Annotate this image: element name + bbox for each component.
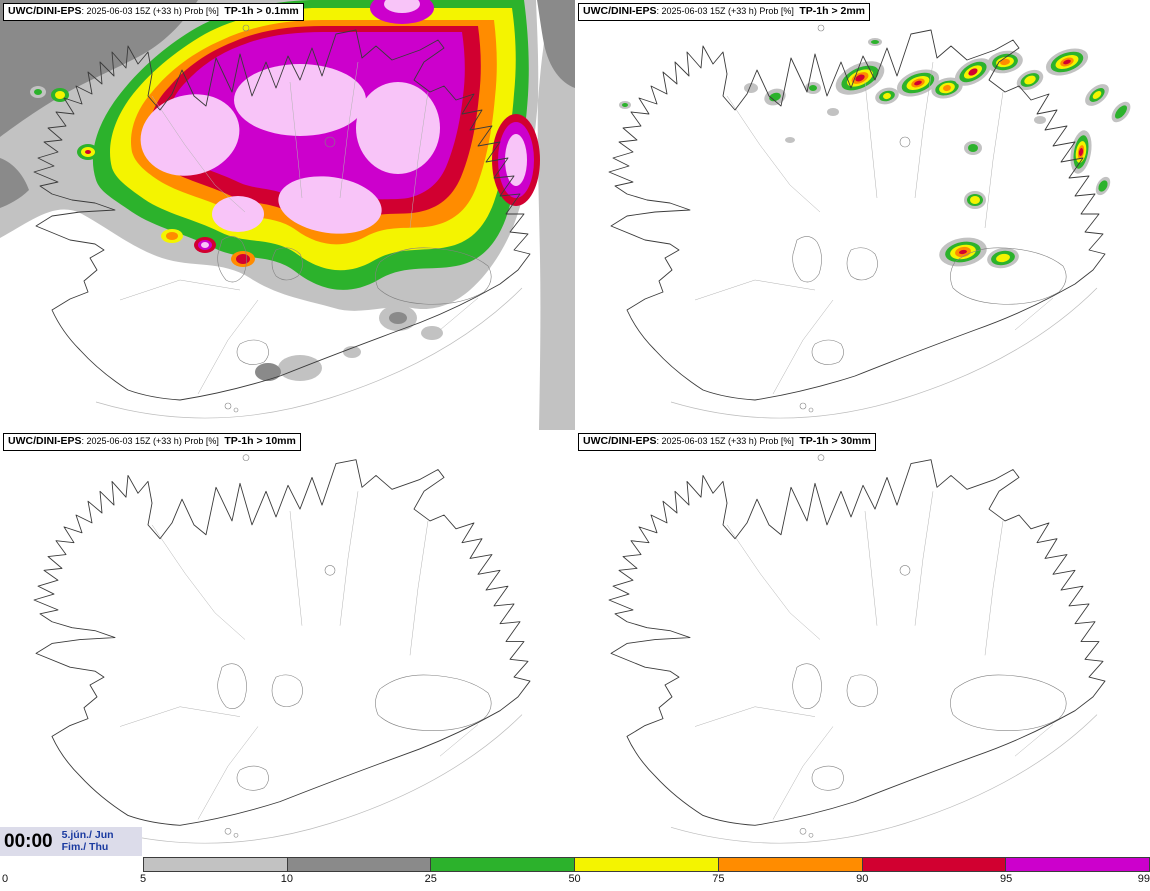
panel-title: UWC/DINI-EPS: 2025-06-03 15Z (+33 h) Pro…	[578, 3, 871, 21]
valid-time-box: 00:00 5.jún./ Jun Fim./ Thu	[0, 827, 142, 856]
panel-prob-2mm: UWC/DINI-EPS: 2025-06-03 15Z (+33 h) Pro…	[575, 0, 1150, 430]
iceland-coastline	[33, 454, 531, 844]
precip-spot	[505, 134, 527, 186]
precip-spot	[1063, 59, 1071, 65]
colorbar-segment	[286, 857, 432, 872]
colorbar-tick: 50	[568, 873, 581, 885]
threshold-label: TP-1h > 0.1mm	[224, 5, 299, 17]
precip-spot	[34, 89, 42, 95]
precip-spot	[343, 346, 361, 358]
precip-spot	[855, 74, 865, 82]
precip-spot	[883, 92, 891, 100]
model-name: UWC/DINI-EPS	[8, 435, 82, 447]
precip-spot	[827, 108, 839, 116]
map-prob-0.1mm	[0, 0, 575, 430]
precip-spot	[201, 242, 209, 248]
valid-date: 5.jún./ Jun Fim./ Thu	[61, 828, 114, 853]
precip-spot	[255, 363, 281, 381]
panel-title: UWC/DINI-EPS: 2025-06-03 15Z (+33 h) Pro…	[578, 433, 876, 451]
precip-spots	[24, 86, 540, 381]
colorbar-segment	[1005, 857, 1150, 872]
run-info: : 2025-06-03 15Z (+33 h) Prob [%]	[81, 6, 219, 16]
precip-spot	[421, 326, 443, 340]
colorbar-tick: 5	[139, 873, 147, 885]
colorbar-segment	[574, 857, 719, 872]
precip-spot	[1034, 116, 1046, 124]
precip-spot	[1098, 180, 1108, 192]
valid-time: 00:00	[4, 830, 53, 852]
precip-spot	[1024, 75, 1036, 85]
precip-spot	[166, 232, 178, 240]
precip-spot	[809, 85, 817, 91]
precip-spot	[968, 68, 978, 76]
precip-spot	[785, 137, 795, 143]
colorbar-tick: 99	[1137, 873, 1150, 885]
precip-spot	[1000, 58, 1010, 66]
iceland-coastline	[608, 454, 1106, 844]
threshold-label: TP-1h > 10mm	[224, 435, 296, 447]
precip-spot	[55, 91, 65, 99]
colorbar-tick: 95	[1000, 873, 1013, 885]
colorbar-tick: 25	[424, 873, 437, 885]
run-info: : 2025-06-03 15Z (+33 h) Prob [%]	[656, 436, 794, 446]
map-prob-10mm	[33, 454, 531, 844]
precip-spot	[1078, 148, 1084, 156]
precip-spot	[389, 312, 407, 324]
colorbar-segment	[143, 857, 288, 872]
model-name: UWC/DINI-EPS	[583, 5, 657, 17]
colorbar-tick: 10	[280, 873, 293, 885]
precip-spot	[24, 126, 36, 134]
panel-title: UWC/DINI-EPS: 2025-06-03 15Z (+33 h) Pro…	[3, 433, 301, 451]
prob-field	[0, 0, 575, 430]
map-prob-30mm	[608, 454, 1106, 844]
precip-spot	[1092, 91, 1102, 99]
colorbar-segment	[861, 857, 1007, 872]
valid-date-local: 5.jún./ Jun	[61, 828, 114, 841]
precip-spot	[996, 253, 1010, 263]
panel-prob-0.1mm: UWC/DINI-EPS: 2025-06-03 15Z (+33 h) Pro…	[0, 0, 575, 430]
threshold-label: TP-1h > 30mm	[799, 435, 871, 447]
precip-spots	[619, 38, 1131, 269]
precip-spot	[970, 196, 980, 204]
colorbar-tick: 75	[712, 873, 725, 885]
map-prob-2mm	[608, 24, 1131, 419]
colorbar-tick-labels: 0 5 10 25 50 75 90 95 99	[0, 873, 1150, 888]
precip-spot	[744, 83, 758, 93]
precip-spot	[914, 80, 922, 86]
precip-spot	[943, 84, 951, 92]
precip-spot	[622, 103, 628, 107]
model-name: UWC/DINI-EPS	[8, 5, 82, 17]
colorbar-tick: 90	[856, 873, 869, 885]
precip-spot	[968, 144, 978, 152]
probability-colorbar	[143, 857, 1150, 872]
precip-spot	[236, 254, 250, 264]
precip-spot	[959, 249, 967, 255]
run-info: : 2025-06-03 15Z (+33 h) Prob [%]	[656, 6, 794, 16]
panel-prob-30mm: UWC/DINI-EPS: 2025-06-03 15Z (+33 h) Pro…	[575, 430, 1150, 855]
colorbar-tick: 0	[2, 873, 9, 885]
precip-spot	[85, 150, 91, 154]
precip-spot	[1115, 105, 1127, 119]
valid-weekday: Fim./ Thu	[61, 840, 109, 853]
threshold-label: TP-1h > 2mm	[799, 5, 866, 17]
run-info: : 2025-06-03 15Z (+33 h) Prob [%]	[81, 436, 219, 446]
colorbar-segment	[717, 857, 863, 872]
panel-prob-10mm: UWC/DINI-EPS: 2025-06-03 15Z (+33 h) Pro…	[0, 430, 575, 855]
precip-spot	[871, 40, 879, 44]
colorbar-segment	[430, 857, 576, 872]
model-name: UWC/DINI-EPS	[583, 435, 657, 447]
panel-title: UWC/DINI-EPS: 2025-06-03 15Z (+33 h) Pro…	[3, 3, 304, 21]
